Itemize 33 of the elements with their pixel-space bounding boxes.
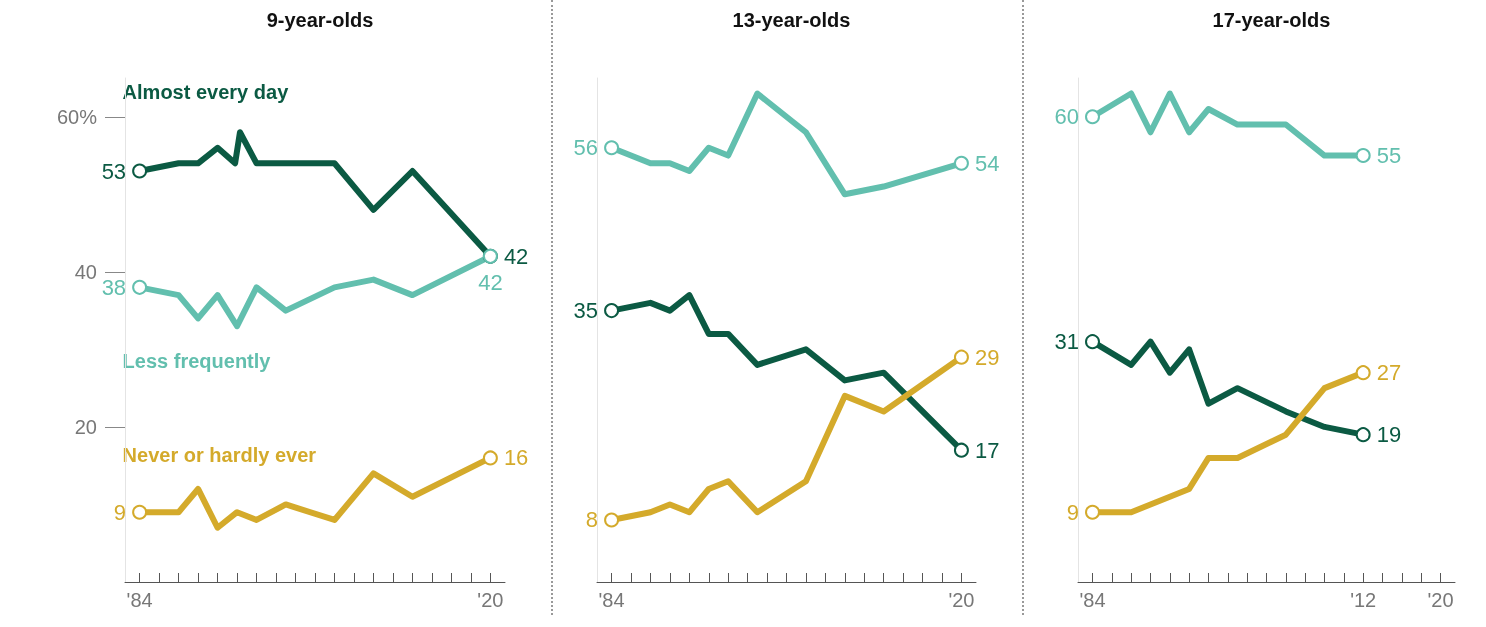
chart-title: 13-year-olds	[732, 9, 851, 31]
text: Almost every day	[122, 81, 290, 104]
x-tick-label: '84	[1079, 589, 1106, 611]
data-label: 54	[974, 150, 1000, 176]
data-label: 19	[1376, 422, 1402, 448]
x-tick-label: '20	[1427, 589, 1454, 611]
data-label: 60	[1054, 104, 1079, 130]
x-tick-label: '20	[948, 589, 975, 611]
x-tick-label: '84	[598, 589, 625, 611]
y-tick-label: 20	[74, 415, 97, 438]
x-tick-label: '12	[1350, 589, 1377, 611]
data-label: 53	[101, 158, 127, 184]
x-tick-label: '84	[126, 589, 153, 611]
data-label: 42	[503, 243, 529, 269]
data-label: 27	[1376, 360, 1402, 386]
x-tick-label: '20	[477, 589, 504, 611]
data-label: 38	[101, 274, 127, 300]
chart-title: 17-year-olds	[1212, 9, 1331, 31]
data-label: 17	[974, 437, 1000, 463]
data-label: 35	[573, 298, 599, 324]
data-label: 8	[585, 507, 599, 533]
series-label: Never or hardly ever	[122, 444, 317, 467]
data-label: 9	[1066, 499, 1079, 525]
data-label: 9	[113, 499, 127, 525]
data-label: 16	[503, 445, 529, 471]
data-label: 55	[1376, 143, 1402, 169]
data-label: 31	[1054, 329, 1079, 355]
y-tick-label: 40	[74, 260, 97, 283]
data-label: 42	[478, 270, 503, 296]
y-tick-label: 60%	[56, 105, 98, 128]
data-label: 56	[573, 135, 599, 161]
data-label: 29	[974, 344, 1000, 370]
chart-title: 9-year-olds	[266, 9, 374, 31]
